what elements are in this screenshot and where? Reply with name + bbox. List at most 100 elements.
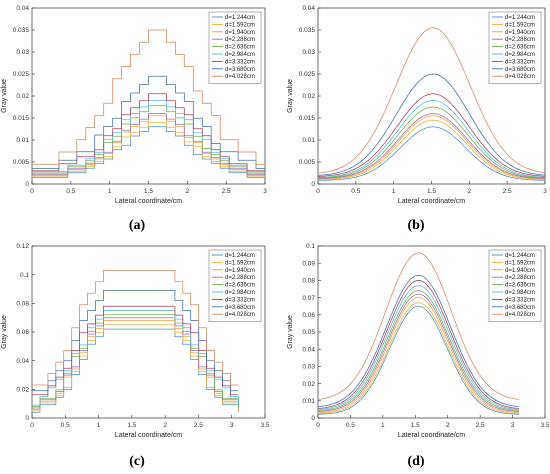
y-tick-label: 0.02 (16, 93, 29, 100)
y-tick-label: 0.03 (302, 49, 315, 56)
chart-panel-b: 0 0.5 1 1.5 2 2.5 3 0 0.005 0.01 0.015 0.02 0.025 0.0… (287, 5, 547, 205)
y-tick-label: 0.035 (299, 27, 316, 34)
x-tick-label: 2 (446, 422, 450, 429)
x-axis-label: Lateral coordinate/cm (398, 432, 465, 439)
x-tick-label: 2.5 (222, 188, 231, 195)
chart-panel-c: 0 0.5 1 1.5 2 2.5 3 3.5 0 0.02 0.04 0.06 0.08 0.1 0.12… (1, 243, 270, 439)
legend-entry: d=1.592cm (505, 22, 535, 28)
series-line-b-9 (317, 27, 546, 174)
series-line-d-1 (317, 305, 520, 415)
caption-b: (b) (407, 218, 425, 233)
series-line-d-2 (317, 302, 520, 414)
legend-entry: d=1.244cm (225, 253, 255, 259)
legend-entry: d=1.244cm (225, 15, 255, 21)
x-tick-label: 0.5 (346, 422, 355, 429)
legend-entry: d=1.940cm (505, 268, 535, 274)
y-tick-label: 0.03 (16, 49, 29, 56)
x-axis-label: Lateral coordinate/cm (398, 198, 465, 205)
legend-entry: d=3.332cm (505, 59, 535, 65)
legend-entry: d=1.940cm (225, 30, 255, 36)
series-line-d-7 (317, 280, 520, 409)
y-tick-label: 0 (25, 415, 29, 422)
legend-entry: d=4.028cm (225, 74, 255, 80)
y-tick-label: 0.01 (16, 137, 29, 144)
y-tick-label: 0.025 (299, 71, 316, 78)
y-tick-label: 0 (311, 415, 315, 422)
x-tick-label: 0 (30, 188, 34, 195)
legend-entry: d=4.028cm (225, 312, 255, 318)
x-tick-label: 1 (108, 188, 112, 195)
series-line-d-3 (318, 297, 520, 413)
chart-panel-d: 0 0.5 1 1.5 2 2.5 3 3.5 0 0.01 0.02 0.03 0.04 0.05 0.0… (287, 243, 550, 439)
series-line-d-8 (317, 274, 520, 407)
y-tick-label: 0 (25, 181, 29, 188)
legend-entry: d=3.680cm (225, 305, 255, 311)
y-tick-label: 0.06 (302, 312, 315, 319)
series-line-b-4 (317, 113, 546, 179)
y-tick-label: 0.04 (16, 358, 29, 365)
legend-entry: d=2.984cm (225, 52, 255, 58)
y-tick-label: 0.005 (13, 159, 30, 166)
legend-entry: d=2.636cm (505, 45, 535, 51)
x-tick-label: 0.5 (66, 188, 75, 195)
x-tick-label: 3.5 (540, 422, 549, 429)
legend-entry: d=3.332cm (225, 59, 255, 65)
y-axis-label: Gray value (287, 315, 294, 349)
y-axis-label: Gray value (1, 79, 8, 113)
x-tick-label: 1.5 (427, 188, 436, 195)
x-tick-label: 1 (381, 422, 385, 429)
y-tick-label: 0.015 (13, 115, 30, 122)
x-tick-label: 3 (511, 422, 515, 429)
legend-box (488, 249, 542, 322)
x-tick-label: 3 (263, 188, 267, 195)
legend-entry: d=3.680cm (505, 305, 535, 311)
series-line-b-5 (317, 106, 546, 179)
legend-entry: d=3.680cm (505, 67, 535, 73)
y-tick-label: 0.04 (302, 5, 315, 12)
series-line-c-9 (32, 270, 239, 386)
y-axis-label: Gray value (1, 315, 8, 349)
series-line-b-1 (317, 126, 545, 181)
legend-entry: d=2.288cm (505, 275, 535, 281)
x-tick-label: 0.5 (351, 188, 360, 195)
series-line-d-5 (317, 290, 520, 411)
x-tick-label: 3 (230, 422, 234, 429)
y-tick-label: 0.025 (13, 71, 30, 78)
y-tick-label: 0.02 (302, 381, 315, 388)
legend-entry: d=2.636cm (505, 283, 535, 289)
legend-entry: d=1.244cm (505, 15, 535, 21)
y-tick-label: 0.02 (302, 93, 315, 100)
series-line-b-7 (318, 93, 546, 177)
legend-entry: d=2.288cm (225, 37, 255, 43)
x-tick-label: 1.5 (144, 188, 153, 195)
x-axis-label: Lateral coordinate/cm (115, 432, 182, 439)
legend-box (208, 11, 262, 84)
caption-c: (c) (129, 454, 145, 469)
y-tick-label: 0.015 (299, 115, 316, 122)
x-tick-label: 0.5 (61, 422, 70, 429)
legend-entry: d=3.680cm (225, 67, 255, 73)
y-tick-label: 0.04 (302, 346, 315, 353)
x-tick-label: 0 (316, 422, 320, 429)
caption-a: (a) (128, 218, 146, 233)
legend-entry: d=1.592cm (225, 22, 255, 28)
y-tick-label: 0 (311, 181, 315, 188)
legend-entry: d=2.288cm (505, 37, 535, 43)
legend-entry: d=2.636cm (225, 283, 255, 289)
series-line-b-3 (317, 115, 546, 180)
series-line-d-6 (317, 285, 520, 410)
y-tick-label: 0.08 (16, 301, 29, 308)
y-tick-label: 0.09 (302, 260, 315, 267)
legend-entry: d=1.592cm (225, 260, 255, 266)
series-line-b-8 (317, 73, 546, 176)
x-tick-label: 1.5 (411, 422, 420, 429)
x-tick-label: 2 (468, 188, 472, 195)
x-tick-label: 2 (186, 188, 190, 195)
legend-box (208, 249, 262, 322)
legend-entry: d=1.244cm (505, 253, 535, 259)
x-tick-label: 2.5 (476, 422, 485, 429)
x-tick-label: 0 (316, 188, 320, 195)
x-tick-label: 0 (30, 422, 34, 429)
series-line-b-6 (318, 100, 546, 178)
y-tick-label: 0.06 (16, 329, 29, 336)
